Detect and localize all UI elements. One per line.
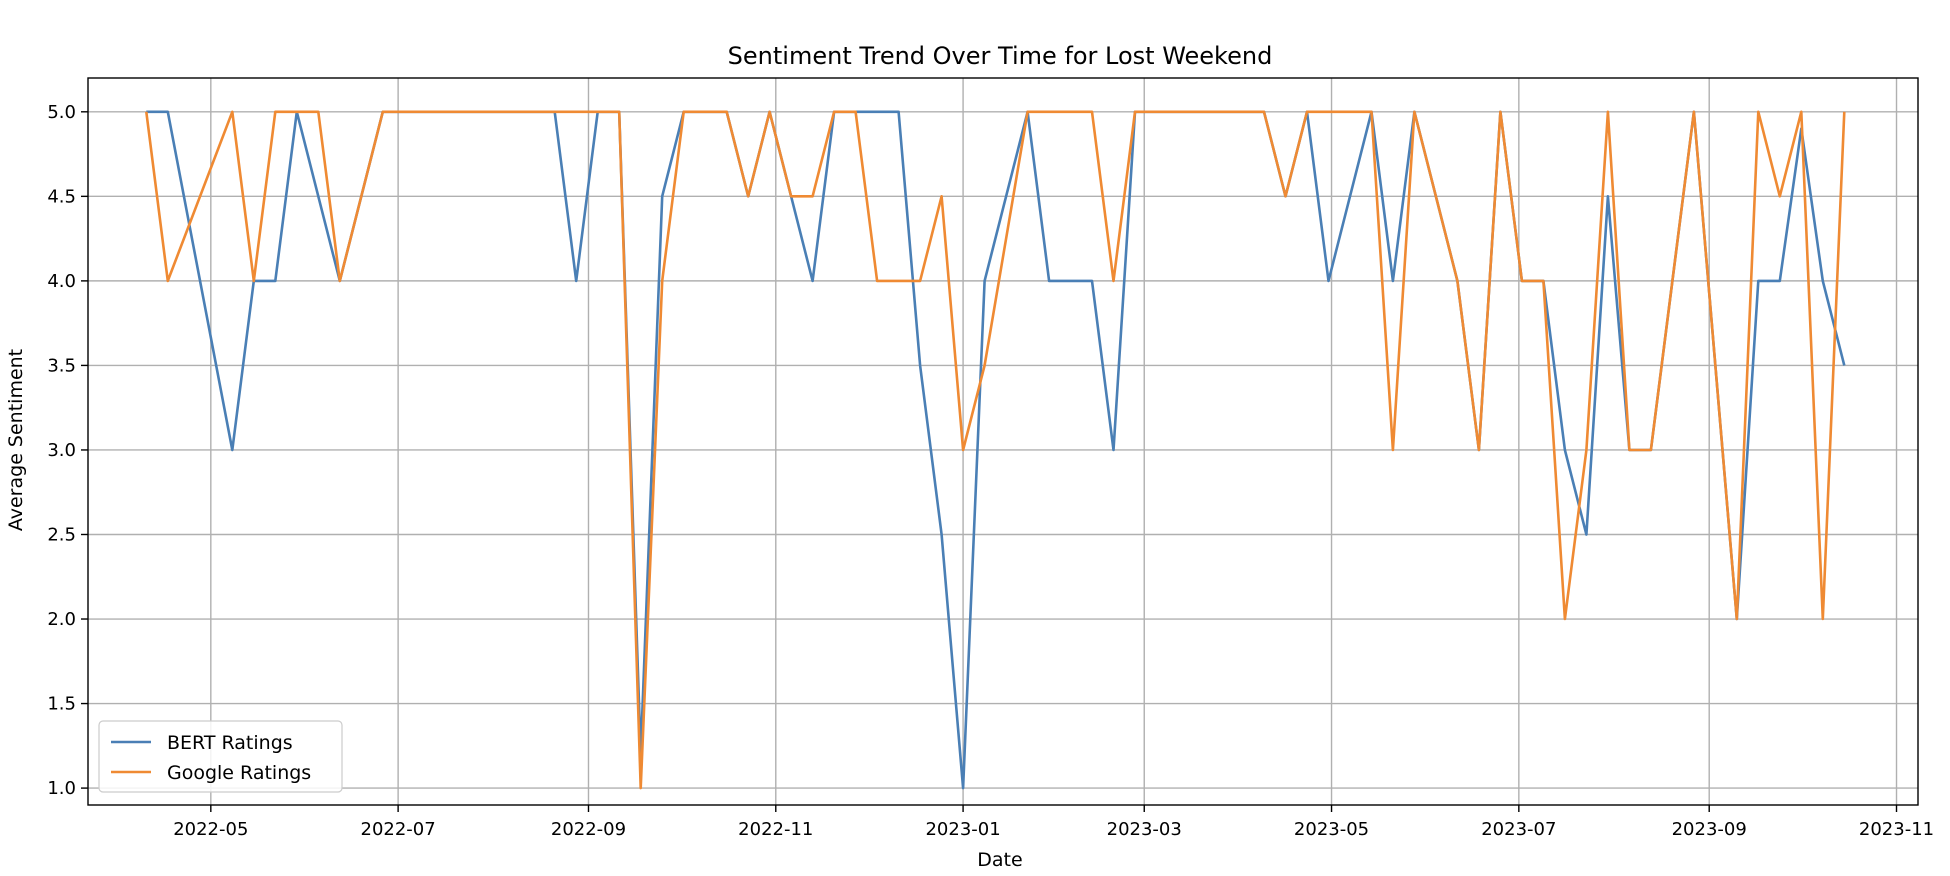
x-tick-label: 2023-01 (925, 819, 1000, 840)
x-tick-label: 2022-09 (551, 819, 626, 840)
y-axis-label: Average Sentiment (5, 349, 27, 531)
grid-lines (88, 78, 1918, 805)
legend-label: Google Ratings (167, 762, 311, 784)
x-tick-label: 2023-09 (1672, 819, 1747, 840)
y-axis-ticks: 1.0 1.5 2.0 2.5 3.0 3.5 4.0 4.5 5.0 (47, 102, 88, 799)
y-tick-label: 3.0 (47, 440, 76, 461)
x-axis-ticks: 2022-05 2022-07 2022-09 2022-11 2023-01 2023-… (173, 805, 1934, 840)
legend-box (98, 720, 343, 793)
x-tick-label: 2022-11 (738, 819, 813, 840)
legend: BERT Ratings Google Ratings (98, 720, 343, 793)
chart-title: Sentiment Trend Over Time for Lost Weeke… (728, 42, 1273, 70)
x-tick-label: 2022-07 (361, 819, 436, 840)
series-lines (145, 110, 1846, 790)
x-tick-label: 2023-11 (1859, 819, 1934, 840)
y-tick-label: 2.5 (47, 524, 76, 545)
legend-label: BERT Ratings (167, 732, 293, 754)
y-tick-label: 4.0 (47, 271, 76, 292)
x-tick-label: 2023-07 (1481, 819, 1556, 840)
y-tick-label: 4.5 (47, 186, 76, 207)
x-axis-label: Date (977, 849, 1022, 871)
x-tick-label: 2022-05 (173, 819, 248, 840)
y-tick-label: 5.0 (47, 102, 76, 123)
series-line-bert-ratings (146, 110, 1846, 790)
x-tick-label: 2023-05 (1294, 819, 1369, 840)
y-tick-label: 1.5 (47, 694, 76, 715)
x-tick-label: 2023-03 (1107, 819, 1182, 840)
series-line-google-ratings (145, 110, 1846, 790)
y-tick-label: 2.0 (47, 609, 76, 630)
y-tick-label: 3.5 (47, 355, 76, 376)
plot-frame (87, 77, 1919, 806)
y-tick-label: 1.0 (47, 778, 76, 799)
